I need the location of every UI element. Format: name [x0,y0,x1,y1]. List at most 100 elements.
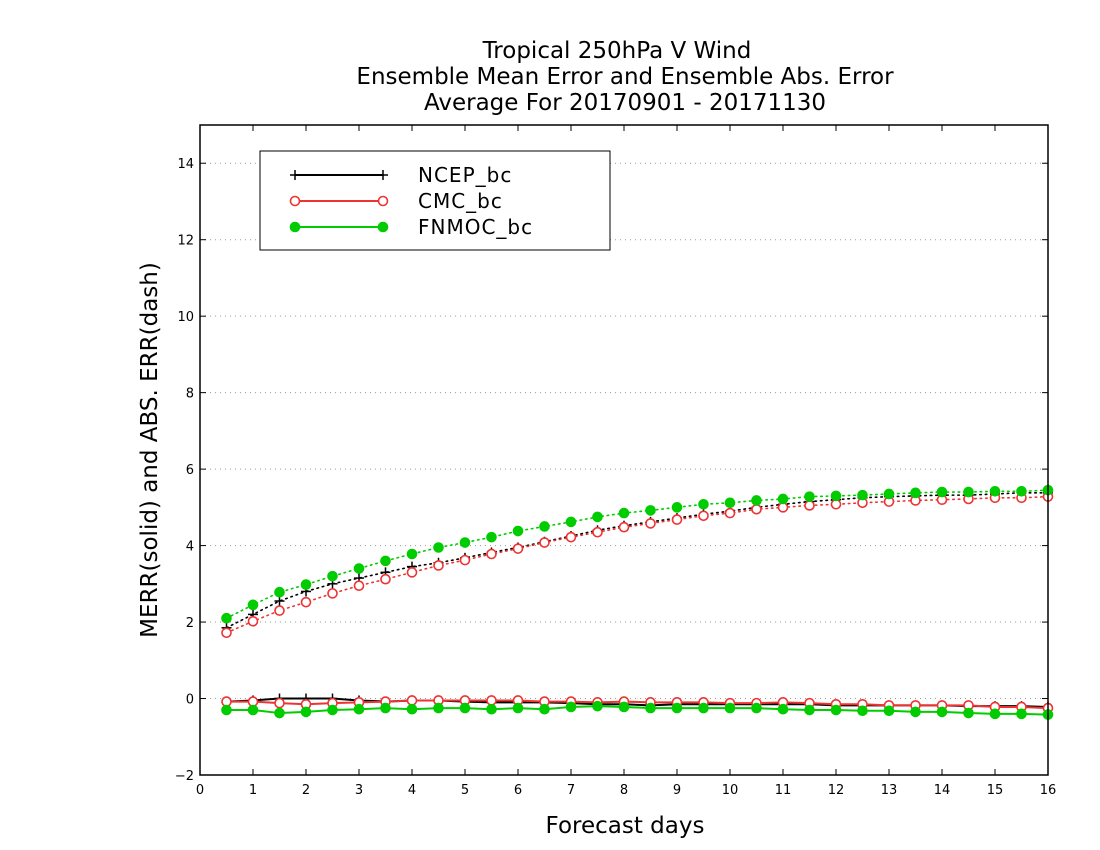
abs-error-point-fnmoc-bc [221,612,232,624]
chart-title-line-3: Average For 20170901 - 20171130 [424,90,826,116]
mean-error-point-fnmoc-bc [857,705,868,717]
x-tick-label: 0 [196,783,204,798]
series-cmc-bc [221,491,1054,714]
legend-label: CMC_bc [418,189,503,213]
mean-error-point-fnmoc-bc [300,706,312,718]
mean-error-point-cmc-bc [274,697,285,709]
mean-error-point-cmc-bc [486,695,497,706]
mean-error-point-fnmoc-bc [671,702,683,714]
series-fnmoc-bc [221,484,1054,720]
mean-error-line-fnmoc-bc [226,705,1049,716]
x-tick-label: 14 [934,783,951,798]
y-tick-label: 10 [177,310,194,325]
abs-error-point-cmc-bc [380,573,391,585]
abs-error-point-fnmoc-bc [724,497,736,509]
x-tick-label: 1 [249,783,257,798]
y-tick-label: 2 [186,616,194,631]
legend-swatch-marker [290,170,300,180]
abs-error-point-fnmoc-bc [936,486,948,498]
abs-error-point-cmc-bc [671,514,683,525]
x-axis-label: Forecast days [546,813,705,839]
abs-error-point-cmc-bc [353,580,365,592]
abs-error-line-cmc-bc [225,495,1049,634]
abs-error-point-cmc-bc [592,526,603,538]
abs-error-point-fnmoc-bc [247,599,259,611]
y-tick-label: 0 [186,693,194,708]
abs-error-point-cmc-bc [486,548,497,560]
abs-error-point-cmc-bc [645,518,656,529]
abs-error-point-fnmoc-bc [645,505,656,516]
x-tick-label: 8 [620,783,628,798]
mean-error-point-fnmoc-bc [751,702,762,714]
abs-error-point-fnmoc-bc [300,579,312,590]
abs-error-point-fnmoc-bc [830,490,842,502]
mean-error-point-fnmoc-bc [406,703,418,715]
abs-error-point-fnmoc-bc [671,502,683,513]
abs-error-point-fnmoc-bc [698,498,709,510]
mean-error-point-fnmoc-bc [380,702,391,714]
abs-error-point-cmc-bc [221,627,232,639]
x-tick-label: 13 [881,783,898,798]
y-tick-label: 12 [177,234,194,249]
abs-error-point-cmc-bc [300,596,312,608]
mean-error-point-fnmoc-bc [883,705,895,717]
legend-label: FNMOC_bc [418,215,533,239]
legend-swatch-marker [289,195,301,207]
mean-error-point-fnmoc-bc [486,703,497,715]
y-tick-label: 14 [177,157,194,172]
abs-error-point-cmc-bc [274,605,285,616]
x-tick-label: 12 [828,783,845,798]
mean-error-point-fnmoc-bc [804,704,815,716]
abs-error-line-fnmoc-bc [225,489,1049,620]
abs-error-point-fnmoc-bc [804,491,815,502]
abs-error-point-fnmoc-bc [512,525,524,537]
x-tick-label: 15 [987,783,1004,798]
abs-error-point-cmc-bc [539,537,550,548]
y-tick-label: −2 [175,769,194,784]
legend-swatch-marker [377,195,389,207]
abs-error-point-cmc-bc [698,510,709,522]
abs-error-point-cmc-bc [247,615,259,627]
mean-error-point-fnmoc-bc [936,706,948,718]
abs-error-point-cmc-bc [327,588,338,599]
mean-error-point-cmc-bc [406,695,418,706]
mean-error-point-fnmoc-bc [221,704,232,716]
mean-error-point-fnmoc-bc [989,708,1001,720]
abs-error-point-fnmoc-bc [751,495,762,506]
x-tick-label: 7 [567,783,575,798]
abs-error-point-cmc-bc [804,500,815,511]
mean-error-point-fnmoc-bc [433,702,444,714]
series-group [221,484,1054,720]
legend-entry-ncep-bc: NCEP_bc [290,163,511,187]
mean-error-point-fnmoc-bc [459,702,471,714]
abs-error-point-fnmoc-bc [592,511,603,523]
x-tick-label: 6 [514,783,522,798]
mean-error-point-fnmoc-bc [512,702,524,714]
abs-error-point-fnmoc-bc [353,563,365,574]
abs-error-point-cmc-bc [724,507,736,519]
abs-error-point-fnmoc-bc [618,507,630,519]
abs-error-point-fnmoc-bc [1016,485,1027,497]
abs-error-point-cmc-bc [433,560,444,571]
abs-error-point-fnmoc-bc [989,485,1001,497]
mean-error-point-fnmoc-bc [247,704,259,716]
mean-error-point-fnmoc-bc [910,706,921,718]
abs-error-point-fnmoc-bc [433,542,444,553]
abs-error-point-cmc-bc [565,531,577,543]
legend-swatch-marker [289,221,301,233]
x-tick-label: 9 [673,783,681,798]
abs-error-point-fnmoc-bc [406,548,418,560]
y-tick-label: 4 [186,540,194,555]
x-tick-label: 10 [722,783,739,798]
mean-error-point-fnmoc-bc [618,701,630,713]
x-tick-label: 16 [1040,783,1057,798]
chart-title-line-2: Ensemble Mean Error and Ensemble Abs. Er… [356,64,894,90]
mean-error-point-fnmoc-bc [327,704,338,716]
mean-error-point-fnmoc-bc [539,703,550,715]
y-tick-label: 6 [186,463,194,478]
legend-swatch-marker [377,221,389,233]
mean-error-point-fnmoc-bc [645,702,656,714]
